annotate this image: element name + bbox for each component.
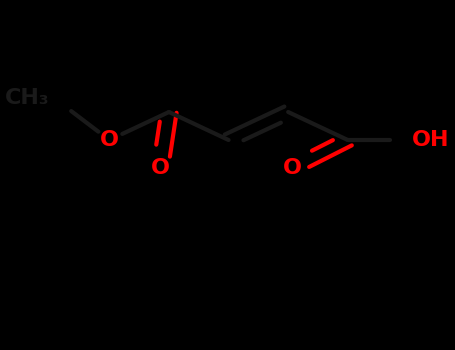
Text: CH₃: CH₃ bbox=[5, 88, 50, 108]
Text: O: O bbox=[151, 158, 170, 178]
Text: O: O bbox=[100, 130, 119, 150]
Text: O: O bbox=[283, 158, 302, 178]
Text: OH: OH bbox=[412, 130, 449, 150]
